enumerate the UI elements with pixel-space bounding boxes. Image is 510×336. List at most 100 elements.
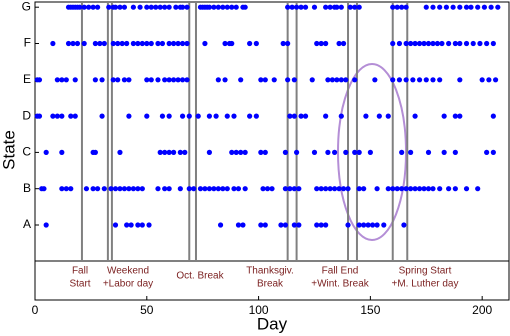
point — [374, 222, 380, 228]
point — [421, 186, 427, 192]
point — [177, 186, 183, 192]
point — [159, 40, 166, 47]
point — [179, 77, 186, 83]
point — [95, 186, 101, 192]
point — [186, 186, 192, 192]
x-tick-label: 0 — [32, 303, 39, 317]
point — [396, 40, 403, 47]
annotation-label: Thanksgiv. — [246, 266, 294, 277]
point — [173, 4, 179, 10]
point — [314, 222, 320, 228]
point — [437, 4, 443, 10]
point — [36, 113, 43, 119]
point — [401, 222, 407, 228]
point — [399, 186, 405, 192]
point — [446, 186, 452, 192]
point — [162, 186, 168, 192]
annotation-label: Oct. Break — [176, 271, 224, 282]
point — [370, 222, 376, 228]
point — [452, 113, 458, 119]
y-axis-label: State — [0, 130, 18, 170]
point — [92, 40, 98, 47]
point — [36, 77, 43, 83]
point — [479, 77, 485, 83]
point — [70, 40, 76, 47]
point — [72, 113, 78, 119]
point — [343, 77, 349, 83]
y-tick-label: B — [23, 181, 31, 195]
point — [291, 222, 297, 228]
point — [356, 186, 362, 192]
point — [157, 4, 163, 10]
point — [202, 40, 208, 47]
point — [159, 113, 166, 119]
point — [332, 186, 338, 192]
point — [311, 149, 318, 155]
point — [124, 40, 130, 47]
point — [484, 149, 490, 155]
y-tick-label: G — [22, 0, 31, 13]
point — [83, 186, 90, 192]
point — [327, 186, 333, 192]
point — [222, 77, 228, 83]
point — [217, 222, 224, 228]
annotation-label: +Labor day — [103, 279, 153, 290]
point — [361, 222, 367, 228]
point — [59, 186, 65, 192]
point — [412, 40, 418, 47]
point — [121, 186, 128, 192]
point — [182, 149, 188, 155]
point — [314, 186, 320, 192]
point — [423, 77, 429, 83]
point — [441, 149, 447, 155]
point — [343, 149, 349, 155]
point — [215, 77, 221, 83]
point — [390, 4, 396, 10]
point — [74, 40, 81, 47]
point — [450, 4, 456, 10]
point — [148, 77, 154, 83]
point — [439, 40, 445, 47]
annotation-label: Break — [257, 279, 284, 290]
point — [484, 40, 490, 47]
point — [220, 4, 226, 10]
y-tick-label: D — [22, 108, 31, 122]
point — [260, 186, 266, 192]
point — [144, 77, 150, 83]
point — [412, 186, 418, 192]
point — [457, 4, 463, 10]
point — [211, 4, 217, 10]
point — [430, 77, 436, 83]
point — [457, 113, 463, 119]
point — [229, 149, 235, 155]
point — [280, 40, 286, 47]
point — [59, 113, 65, 119]
point — [495, 4, 501, 10]
x-axis-label: Day — [257, 314, 288, 333]
point — [157, 149, 163, 155]
point — [171, 40, 177, 47]
point — [457, 77, 463, 83]
point — [271, 77, 277, 83]
point — [171, 149, 177, 155]
point — [41, 186, 47, 192]
point — [376, 113, 382, 119]
point — [179, 40, 186, 47]
point — [110, 40, 116, 47]
point — [423, 4, 429, 10]
point — [146, 222, 152, 228]
point — [144, 113, 150, 119]
point — [446, 40, 452, 47]
point — [206, 113, 212, 119]
point — [347, 4, 353, 10]
point — [410, 77, 416, 83]
point — [365, 222, 371, 228]
point — [490, 40, 496, 47]
point — [363, 113, 369, 119]
point — [166, 186, 172, 192]
point — [135, 40, 141, 47]
point — [119, 40, 125, 47]
point — [296, 222, 302, 228]
x-tick-label: 50 — [140, 303, 154, 317]
